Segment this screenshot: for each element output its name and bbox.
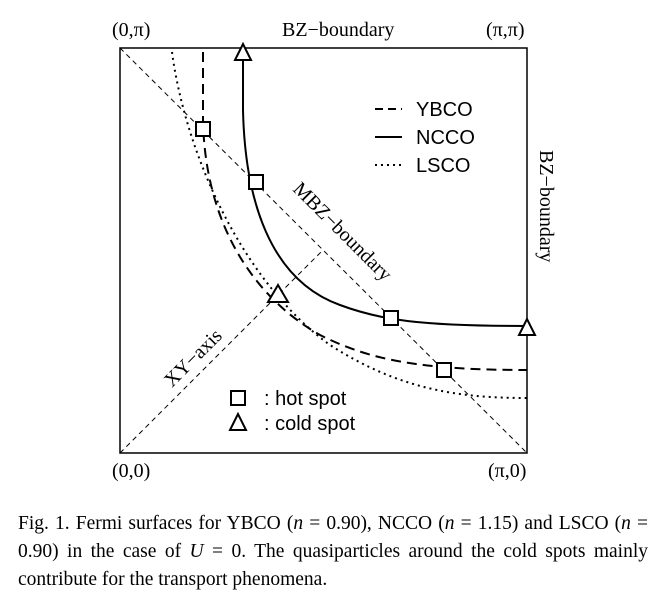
caption-variable-u: U [189,541,204,562]
legend-hot-spot-marker [230,390,246,406]
caption-text: = 0.90), NCCO ( [303,513,445,534]
xy-axis-label: XY−axis [160,325,227,392]
caption-text: = 1.15) and LSCO ( [454,513,622,534]
legend-ncco-label: NCCO [416,127,475,149]
hot-spot-marker [248,174,264,190]
mbz-boundary-label: MBZ−boundary [288,178,396,286]
mbz-boundary-line [119,47,528,454]
right-bz-boundary-label: BZ−boundary [535,150,557,262]
caption-variable-n: n [621,513,631,534]
top-bz-boundary-label: BZ−boundary [282,19,394,41]
hot-spot-marker [383,310,399,326]
corner-label-top-right: (π,π) [486,19,525,41]
legend-cold-spot-label: : cold spot [264,413,356,435]
legend-lsco-label: LSCO [416,155,470,177]
legend-hot-spot-label: : hot spot [264,388,347,410]
figure-caption: Fig. 1. Fermi surfaces for YBCO (n = 0.9… [18,510,648,594]
xy-axis-line [119,249,324,454]
caption-text: = 0.90) in the case of [18,513,653,562]
cold-spot-marker [266,283,290,303]
caption-variable-n: n [444,513,455,534]
legend-cold-spot-marker [228,411,248,431]
caption-text: Fig. 1. Fermi surfaces for YBCO ( [18,513,294,534]
corner-label-bottom-left: (0,0) [112,460,150,482]
hot-spot-marker [436,362,452,378]
caption-text: = 0. The quasiparticles around the cold … [18,541,653,590]
lsco-fermi-surface [171,51,528,399]
caption-variable-n: n [293,513,304,534]
corner-label-bottom-right: (π,0) [488,460,526,482]
corner-label-top-left: (0,π) [112,19,150,41]
hot-spot-marker [195,121,211,137]
cold-spot-marker [517,316,537,336]
ncco-fermi-surface [242,52,528,327]
ybco-fermi-surface [202,52,528,371]
legend-ybco-label: YBCO [416,99,473,121]
bz-square [119,47,528,454]
cold-spot-marker [233,41,253,61]
